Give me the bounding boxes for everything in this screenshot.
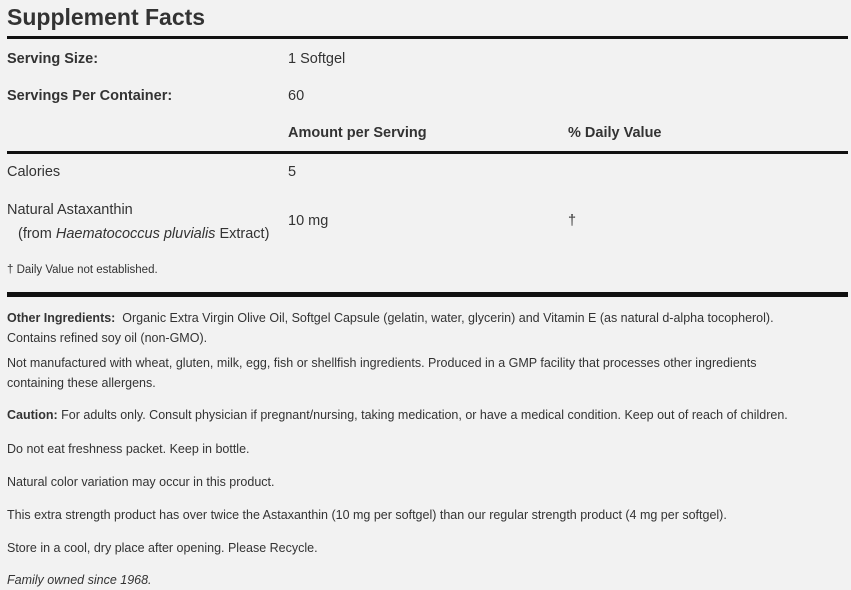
note: Store in a cool, dry place after opening… xyxy=(7,541,318,555)
other-ingredients: Other Ingredients: Organic Extra Virgin … xyxy=(7,311,774,325)
allergen-statement: Not manufactured with wheat, gluten, mil… xyxy=(7,356,757,370)
caution-text: For adults only. Consult physician if pr… xyxy=(61,408,788,422)
family-owned: Family owned since 1968. xyxy=(7,573,152,587)
amount-header: Amount per Serving xyxy=(288,125,427,141)
astaxanthin-source-suffix: Extract) xyxy=(215,226,270,242)
astaxanthin-source-species: Haematococcus pluvialis xyxy=(55,226,216,242)
servings-per-container-label: Servings Per Container: xyxy=(7,88,173,104)
daily-value-header: % Daily Value xyxy=(568,125,662,141)
divider xyxy=(7,151,848,154)
other-ingredients-text: Organic Extra Virgin Olive Oil, Softgel … xyxy=(122,311,774,325)
other-ingredients-line2: Contains refined soy oil (non-GMO). xyxy=(7,331,208,345)
astaxanthin-dv: † xyxy=(568,213,577,229)
caution: Caution: For adults only. Consult physic… xyxy=(7,408,788,422)
footnote: † Daily Value not established. xyxy=(7,264,158,276)
serving-size-value: 1 Softgel xyxy=(288,51,346,67)
other-ingredients-label: Other Ingredients: xyxy=(7,311,116,325)
servings-per-container-value: 60 xyxy=(288,88,305,104)
note: Do not eat freshness packet. Keep in bot… xyxy=(7,442,250,456)
page-title: Supplement Facts xyxy=(7,4,206,30)
calories-amount: 5 xyxy=(288,164,297,180)
divider xyxy=(7,36,848,39)
divider xyxy=(7,292,848,297)
astaxanthin-label: Natural Astaxanthin xyxy=(7,202,133,218)
caution-label: Caution: xyxy=(7,408,58,422)
note: Natural color variation may occur in thi… xyxy=(7,475,275,489)
calories-label: Calories xyxy=(7,164,61,180)
astaxanthin-amount: 10 mg xyxy=(288,213,329,229)
note: This extra strength product has over twi… xyxy=(7,508,727,522)
serving-size-label: Serving Size: xyxy=(7,51,99,67)
allergen-statement-line2: containing these allergens. xyxy=(7,376,156,390)
astaxanthin-source-prefix: (from xyxy=(18,226,56,242)
astaxanthin-source: (from Haematococcus pluvialis Extract) xyxy=(18,226,269,242)
